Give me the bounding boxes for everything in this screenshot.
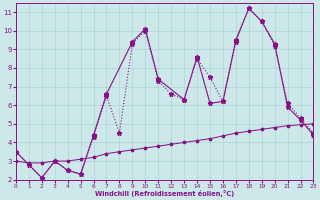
X-axis label: Windchill (Refroidissement éolien,°C): Windchill (Refroidissement éolien,°C) xyxy=(95,190,234,197)
